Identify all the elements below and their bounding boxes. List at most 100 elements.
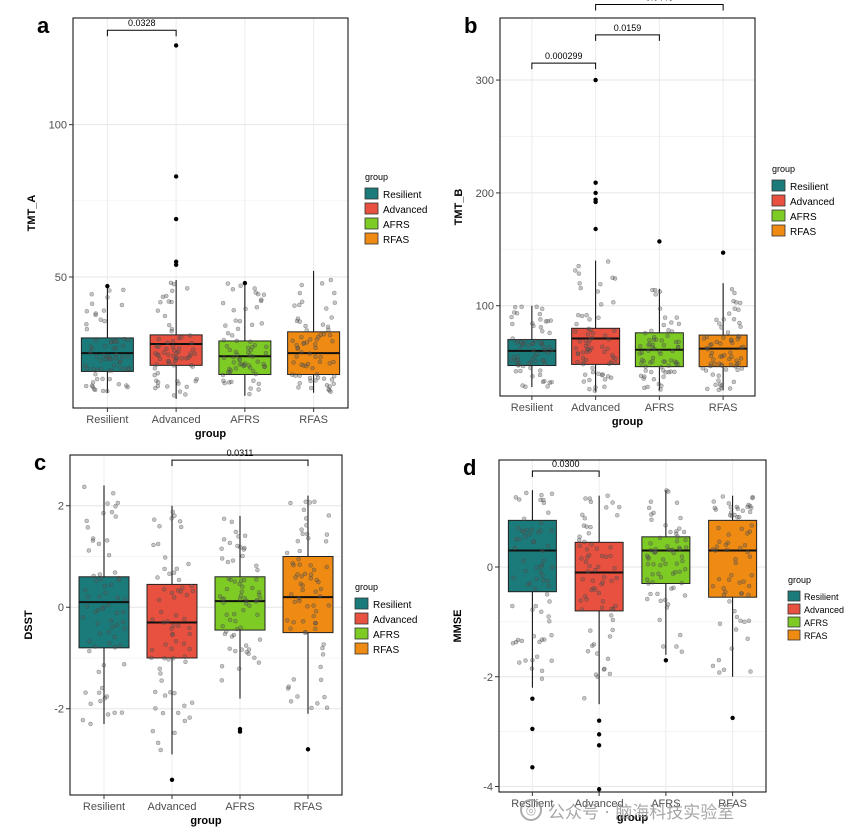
jitter-point	[591, 585, 596, 591]
jitter-point	[549, 632, 554, 638]
jitter-point	[663, 561, 668, 566]
jitter-point	[589, 345, 594, 351]
jitter-point	[541, 344, 547, 350]
jitter-point	[668, 547, 674, 553]
jitter-point	[530, 607, 535, 612]
jitter-point	[739, 591, 744, 596]
jitter-point	[171, 393, 177, 398]
jitter-point	[315, 701, 320, 706]
jitter-point	[650, 359, 655, 364]
jitter-point	[291, 677, 297, 682]
jitter-point	[718, 354, 723, 359]
jitter-point	[579, 607, 585, 612]
jitter-point	[677, 632, 683, 638]
jitter-point	[299, 527, 304, 532]
outlier-point	[173, 262, 179, 267]
jitter-point	[314, 372, 320, 377]
jitter-point	[732, 290, 737, 296]
jitter-point	[735, 506, 741, 511]
legend-swatch	[364, 187, 379, 200]
jitter-point	[98, 358, 104, 363]
jitter-point	[612, 360, 618, 366]
x-tick-label: Advanced	[575, 798, 624, 810]
jitter-point	[527, 581, 533, 586]
jitter-point	[517, 660, 522, 665]
jitter-point	[178, 589, 183, 594]
jitter-point	[220, 300, 226, 306]
jitter-point	[221, 537, 227, 542]
jitter-point	[745, 549, 750, 555]
watermark: ◎ 公众号 · 脑海科技实验室	[520, 790, 865, 830]
jitter-point	[300, 531, 305, 537]
jitter-point	[677, 546, 683, 552]
jitter-point	[731, 317, 737, 322]
jitter-point	[303, 323, 308, 329]
jitter-point	[546, 614, 551, 619]
jitter-point	[584, 312, 589, 318]
jitter-point	[576, 271, 582, 276]
legend-title: group	[355, 582, 378, 592]
jitter-point	[539, 609, 544, 615]
jitter-point	[321, 642, 326, 647]
jitter-point	[313, 608, 319, 614]
jitter-point	[661, 343, 667, 348]
p-value-label: 0.0446	[646, 0, 674, 2]
box-afrs	[641, 488, 691, 663]
legend-item-label: Advanced	[790, 197, 834, 208]
jitter-point	[581, 360, 586, 365]
jitter-point	[610, 606, 616, 612]
jitter-point	[172, 513, 177, 518]
jitter-point	[669, 320, 674, 325]
jitter-point	[170, 509, 176, 515]
jitter-point	[166, 358, 171, 364]
jitter-point	[308, 572, 314, 577]
jitter-point	[299, 362, 304, 367]
jitter-point	[108, 618, 114, 624]
jitter-point	[113, 345, 119, 350]
jitter-point	[726, 311, 732, 316]
jitter-point	[225, 559, 231, 565]
jitter-point	[101, 510, 106, 516]
jitter-point	[733, 627, 739, 632]
jitter-point	[320, 322, 326, 327]
jitter-point	[293, 575, 298, 580]
jitter-point	[155, 575, 160, 580]
y-axis-title: TMT_A	[26, 195, 38, 232]
jitter-point	[726, 501, 732, 506]
plot-frame	[69, 454, 343, 796]
jitter-point	[524, 490, 529, 496]
jitter-point	[161, 620, 166, 625]
jitter-point	[710, 372, 716, 377]
jitter-point	[247, 391, 252, 397]
jitter-point	[162, 566, 167, 572]
jitter-point	[674, 315, 680, 320]
x-tick-label: RFAS	[294, 801, 323, 813]
jitter-point	[102, 583, 108, 589]
jitter-point	[108, 582, 114, 587]
outlier-point	[593, 190, 598, 196]
p-value-label: 0.0159	[614, 23, 642, 33]
jitter-point	[580, 512, 585, 518]
jitter-point	[297, 302, 302, 308]
jitter-point	[711, 499, 717, 504]
jitter-point	[610, 275, 615, 281]
jitter-point	[237, 581, 242, 587]
jitter-point	[242, 533, 248, 539]
jitter-point	[683, 545, 689, 550]
jitter-point	[152, 517, 157, 522]
jitter-point	[643, 368, 648, 373]
jitter-point	[221, 378, 226, 384]
jitter-point	[307, 351, 312, 356]
jitter-point	[80, 717, 86, 723]
jitter-point	[219, 546, 224, 552]
jitter-point	[660, 557, 666, 562]
jitter-point	[512, 545, 518, 551]
outlier-point	[173, 43, 179, 48]
jitter-point	[515, 637, 521, 643]
jitter-point	[106, 629, 111, 635]
jitter-point	[530, 321, 535, 326]
jitter-point	[295, 694, 300, 699]
jitter-point	[736, 514, 742, 520]
jitter-point	[254, 304, 260, 310]
jitter-point	[672, 369, 677, 375]
